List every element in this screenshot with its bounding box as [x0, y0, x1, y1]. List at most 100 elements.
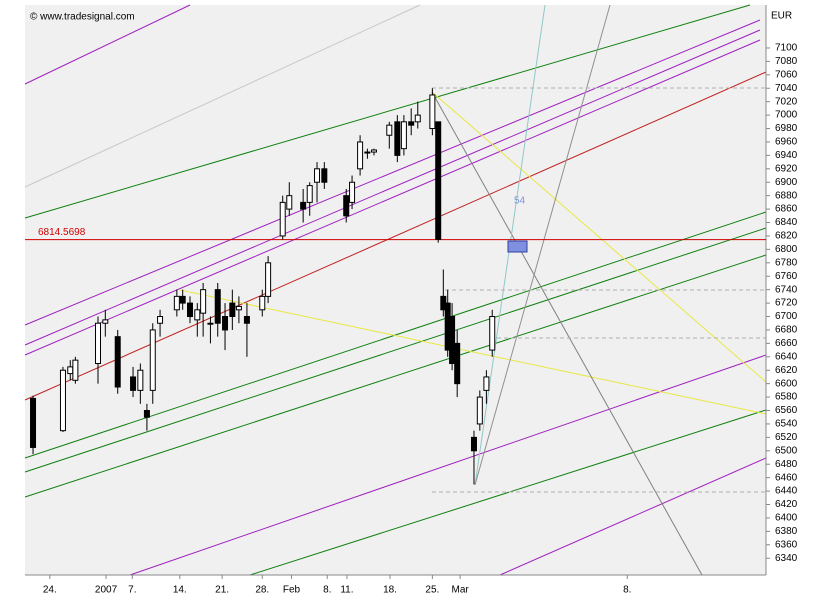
x-tick-label: 14. — [173, 585, 187, 596]
candle-body — [429, 94, 436, 130]
candle-body — [386, 124, 393, 136]
y-tick-label: 6720 — [775, 298, 798, 309]
y-tick-label: 6480 — [775, 459, 798, 470]
candle-body — [265, 262, 272, 297]
y-tick-label: 6780 — [775, 257, 798, 268]
x-tick-label: Feb — [283, 585, 301, 596]
candle-body — [186, 302, 193, 318]
y-tick-label: 6440 — [775, 486, 798, 497]
x-tick-label: 18. — [383, 585, 397, 596]
y-tick-label: 6360 — [775, 539, 798, 550]
candle-body — [200, 289, 207, 314]
y-tick-label: 6600 — [775, 378, 798, 389]
y-tick-label: 6920 — [775, 163, 798, 174]
x-tick-label: 21. — [215, 585, 229, 596]
x-tick-label: 8. — [323, 585, 331, 596]
y-tick-label: 7100 — [775, 43, 798, 54]
candle-body — [314, 168, 321, 183]
y-tick-label: 7060 — [775, 69, 798, 80]
candle-body — [30, 397, 37, 448]
y-tick-label: 6700 — [775, 311, 798, 322]
copyright: © www.tradesignal.com — [30, 12, 135, 23]
candle-body — [137, 369, 144, 391]
candle-body — [229, 302, 236, 318]
y-tick-label: 6560 — [775, 405, 798, 416]
candle-body — [321, 168, 328, 183]
y-tick-label: 6640 — [775, 351, 798, 362]
y-tick-label: 7080 — [775, 56, 798, 67]
candle-body — [306, 185, 313, 203]
candle-body — [489, 316, 496, 351]
x-tick-label: 11. — [340, 585, 353, 596]
trendlines — [24, 4, 767, 576]
candle-body — [235, 305, 242, 311]
candle-body — [357, 141, 364, 170]
y-tick-label: 6980 — [775, 123, 798, 134]
candle-body — [207, 322, 214, 325]
y-tick-label: 6880 — [775, 190, 798, 201]
candle-body — [343, 195, 350, 217]
candle-body — [114, 336, 121, 388]
candle-body — [349, 181, 356, 203]
y-tick-label: 7000 — [775, 110, 798, 121]
x-tick-label: 25. — [425, 585, 439, 596]
y-tick-label: 6840 — [775, 217, 798, 228]
currency: EUR — [771, 11, 792, 22]
y-tick-label: 6380 — [775, 526, 798, 537]
reference-label: 6814.5698 — [38, 227, 86, 238]
candle-body — [408, 121, 415, 126]
y-tick-label: 6420 — [775, 499, 798, 510]
y-tick-label: 6580 — [775, 392, 798, 403]
candle-body — [400, 121, 407, 150]
y-tick-label: 6680 — [775, 325, 798, 336]
y-tick-label: 6900 — [775, 177, 798, 188]
y-tick-label: 7040 — [775, 83, 798, 94]
x-tick-label: 7. — [128, 585, 136, 596]
y-tick-label: 6960 — [775, 137, 798, 148]
candle-body — [214, 289, 221, 324]
x-tick-label: 28. — [255, 585, 269, 596]
candle-body — [470, 436, 477, 452]
y-tick-label: 6540 — [775, 419, 798, 430]
candle-body — [243, 316, 250, 324]
x-tick-label: 2007 — [95, 585, 118, 596]
candle-body — [173, 295, 180, 311]
candle-body — [454, 342, 461, 385]
y-tick-label: 6660 — [775, 338, 798, 349]
candle-body — [279, 201, 286, 237]
candle-body — [476, 396, 483, 425]
y-tick-label: 6620 — [775, 365, 798, 376]
y-tick-label: 6940 — [775, 150, 798, 161]
candle-body — [67, 366, 74, 375]
y-tick-label: 6460 — [775, 472, 798, 483]
candle-body — [435, 121, 442, 240]
candle-body — [286, 195, 293, 210]
candle-body — [394, 121, 401, 156]
y-tick-label: 7020 — [775, 96, 798, 107]
candle-body — [157, 316, 164, 324]
y-tick-label: 6860 — [775, 204, 798, 215]
x-tick-label: 8. — [623, 585, 631, 596]
candle-body — [130, 376, 137, 391]
y-tick-label: 6800 — [775, 244, 798, 255]
candle-body — [179, 295, 186, 304]
plot-area — [25, 5, 766, 575]
candle-body — [300, 201, 307, 210]
y-tick-label: 6520 — [775, 432, 798, 443]
x-tick-label: Mar — [451, 585, 469, 596]
candle-body — [259, 295, 266, 311]
candle-body — [222, 316, 229, 331]
candle-body — [59, 369, 66, 432]
y-tick-label: 6820 — [775, 231, 798, 242]
candle-body — [95, 322, 102, 365]
candle-body — [483, 376, 490, 391]
y-tick-label: 6400 — [775, 513, 798, 524]
candle-body — [370, 149, 377, 153]
candle-body — [143, 410, 150, 418]
marker-box — [507, 240, 528, 253]
y-tick-label: 6340 — [775, 553, 798, 564]
candle-body — [364, 151, 371, 154]
candle-body — [194, 309, 201, 321]
candle-body — [149, 329, 156, 391]
